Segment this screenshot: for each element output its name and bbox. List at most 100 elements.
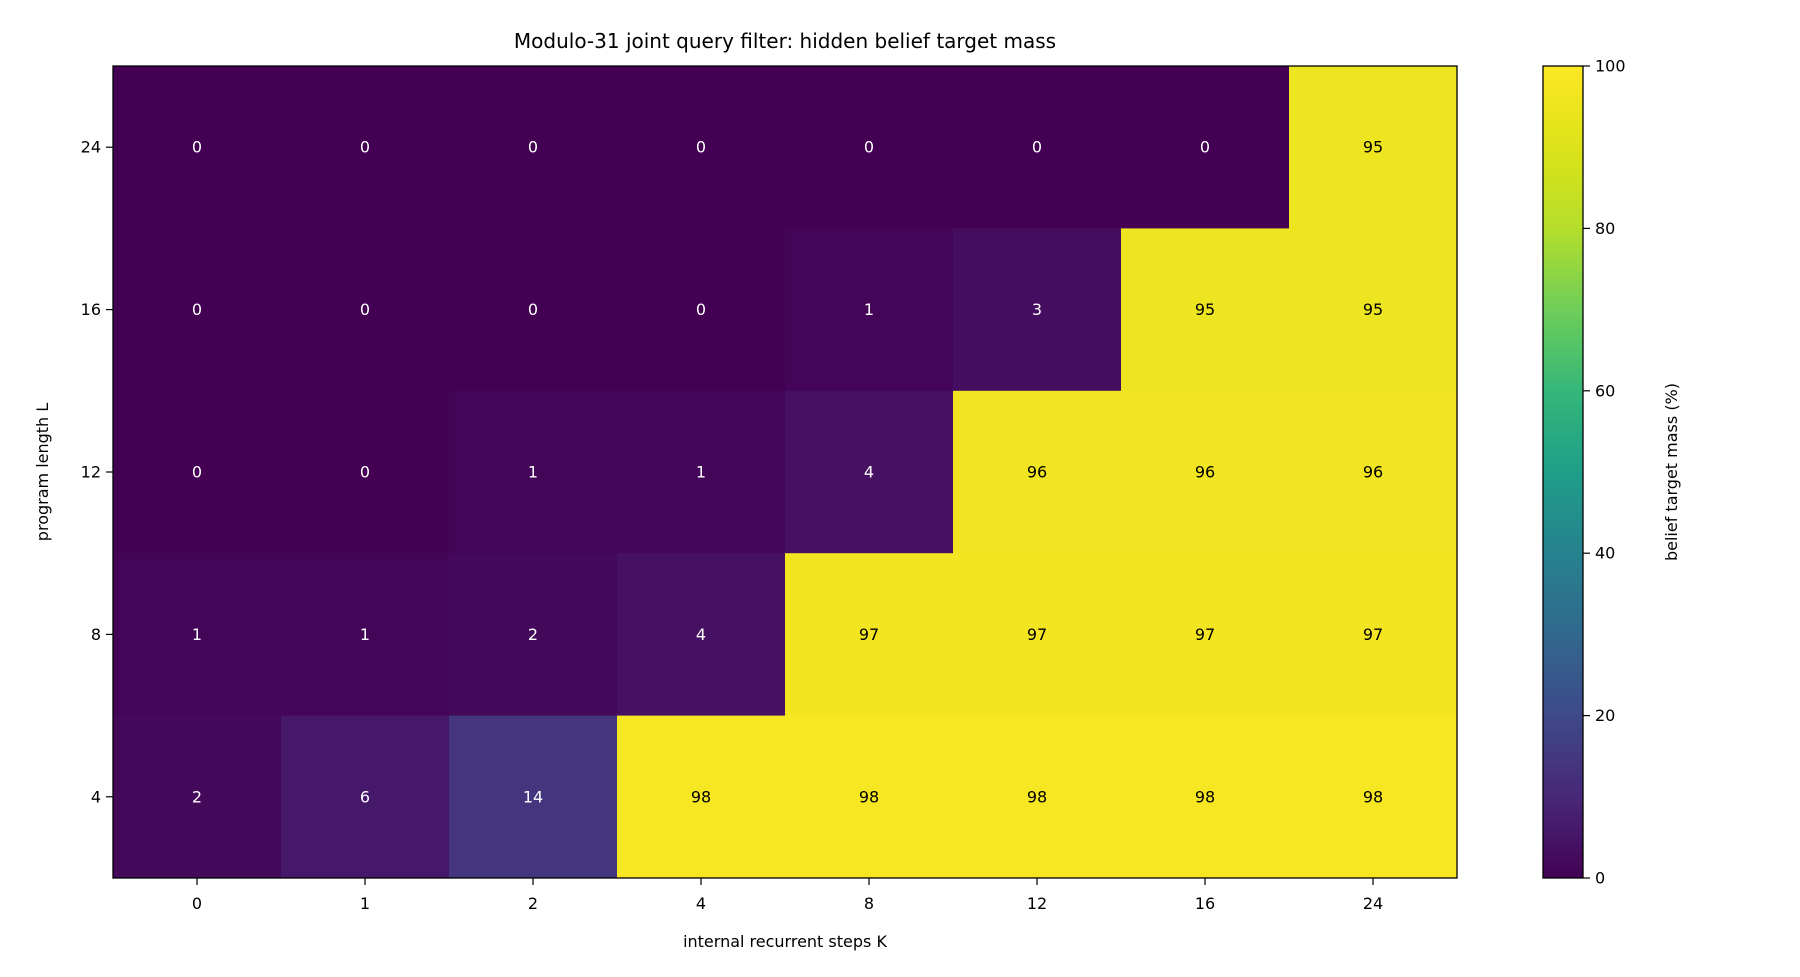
colorbar-tick-label: 20 (1595, 706, 1615, 725)
cell-value-label: 0 (1032, 138, 1042, 157)
cell-value-label: 95 (1363, 300, 1383, 319)
heatmap-cell (1121, 66, 1290, 229)
cell-value-label: 0 (696, 138, 706, 157)
cell-value-label: 1 (528, 463, 538, 482)
cell-value-label: 0 (1200, 138, 1210, 157)
heatmap-cell (281, 390, 450, 554)
heatmap-cell (113, 228, 282, 392)
heatmap-cell (1289, 715, 1458, 879)
cell-value-label: 97 (1027, 625, 1047, 644)
cell-value-label: 4 (696, 625, 706, 644)
heatmap-cell (449, 66, 618, 229)
cell-value-label: 95 (1195, 300, 1215, 319)
chart-title: Modulo-31 joint query filter: hidden bel… (514, 29, 1056, 53)
y-tick-label: 8 (91, 625, 101, 644)
colorbar-label: belief target mass (%) (1662, 383, 1681, 561)
cell-value-label: 0 (360, 300, 370, 319)
cell-value-label: 98 (859, 787, 879, 806)
y-tick-label: 4 (91, 787, 101, 806)
heatmap-cell (953, 66, 1122, 229)
cell-value-label: 4 (864, 463, 874, 482)
cell-value-label: 0 (528, 300, 538, 319)
heatmap-cell (449, 715, 618, 879)
heatmap-cell (785, 390, 954, 554)
heatmap-cell (953, 715, 1122, 879)
x-axis-label: internal recurrent steps K (683, 932, 887, 951)
heatmap-cell (1121, 715, 1290, 879)
heatmap-cell (1121, 228, 1290, 392)
heatmap-cell (953, 553, 1122, 717)
heatmap-cell (1289, 66, 1458, 229)
heatmap-cell (617, 390, 786, 554)
heatmap-cells (113, 66, 1458, 879)
heatmap-cell (449, 228, 618, 392)
colorbar-tick-label: 60 (1595, 381, 1615, 400)
cell-value-label: 2 (192, 787, 202, 806)
cell-value-label: 96 (1195, 463, 1215, 482)
x-tick-label: 1 (360, 894, 370, 913)
heatmap-cell (1289, 228, 1458, 392)
x-tick-label: 8 (864, 894, 874, 913)
heatmap-cell (617, 228, 786, 392)
x-tick-label: 12 (1027, 894, 1047, 913)
x-tick-label: 24 (1363, 894, 1383, 913)
cell-value-label: 98 (1363, 787, 1383, 806)
cell-value-label: 14 (523, 787, 543, 806)
heatmap-cell (281, 228, 450, 392)
heatmap-cell (113, 553, 282, 717)
cell-value-label: 97 (859, 625, 879, 644)
heatmap-cell-labels: 0 0 0 0 0 0 0 950 0 0 0 1 3 95 950 0 1 1 4 96 96 961 1 2 4 97 97 97… (192, 138, 1383, 807)
x-tick-label: 2 (528, 894, 538, 913)
heatmap-cell (785, 715, 954, 879)
colorbar-tick-label: 80 (1595, 219, 1615, 238)
heatmap-cell (113, 66, 282, 229)
cell-value-label: 1 (192, 625, 202, 644)
y-axis-ticks: 24 16 12 8 4 (81, 138, 113, 806)
colorbar (1542, 65, 1584, 879)
heatmap-cell (449, 553, 618, 717)
cell-value-label: 96 (1363, 463, 1383, 482)
cell-value-label: 0 (192, 300, 202, 319)
colorbar-ticks: 0 20 40 60 80 100 (1583, 57, 1626, 888)
cell-value-label: 1 (360, 625, 370, 644)
x-tick-label: 16 (1195, 894, 1215, 913)
heatmap-cell (1289, 553, 1458, 717)
x-tick-label: 0 (192, 894, 202, 913)
heatmap-cell (617, 553, 786, 717)
heatmap-cell (449, 390, 618, 554)
cell-value-label: 96 (1027, 463, 1047, 482)
heatmap-cell (281, 715, 450, 879)
cell-value-label: 3 (1032, 300, 1042, 319)
heatmap-cell (617, 66, 786, 229)
y-tick-label: 12 (81, 463, 101, 482)
heatmap-cell (785, 228, 954, 392)
cell-value-label: 6 (360, 787, 370, 806)
cell-value-label: 98 (1027, 787, 1047, 806)
heatmap-cell (1121, 390, 1290, 554)
cell-value-label: 0 (192, 463, 202, 482)
cell-value-label: 0 (360, 463, 370, 482)
heatmap-cell (953, 390, 1122, 554)
heatmap-cell (1289, 390, 1458, 554)
cell-value-label: 0 (864, 138, 874, 157)
cell-value-label: 97 (1363, 625, 1383, 644)
x-axis-ticks: 0 1 2 4 8 12 16 24 (192, 878, 1383, 913)
cell-value-label: 98 (691, 787, 711, 806)
cell-value-label: 1 (696, 463, 706, 482)
heatmap-cell (953, 228, 1122, 392)
cell-value-label: 97 (1195, 625, 1215, 644)
cell-value-label: 0 (696, 300, 706, 319)
cell-value-label: 0 (192, 138, 202, 157)
colorbar-tick-label: 40 (1595, 544, 1615, 563)
heatmap-cell (113, 715, 282, 879)
cell-value-label: 0 (528, 138, 538, 157)
cell-value-label: 0 (360, 138, 370, 157)
heatmap-cell (1121, 553, 1290, 717)
heatmap-cell (281, 66, 450, 229)
cell-value-label: 98 (1195, 787, 1215, 806)
cell-value-label: 1 (864, 300, 874, 319)
heatmap-cell (617, 715, 786, 879)
y-tick-label: 16 (81, 300, 101, 319)
